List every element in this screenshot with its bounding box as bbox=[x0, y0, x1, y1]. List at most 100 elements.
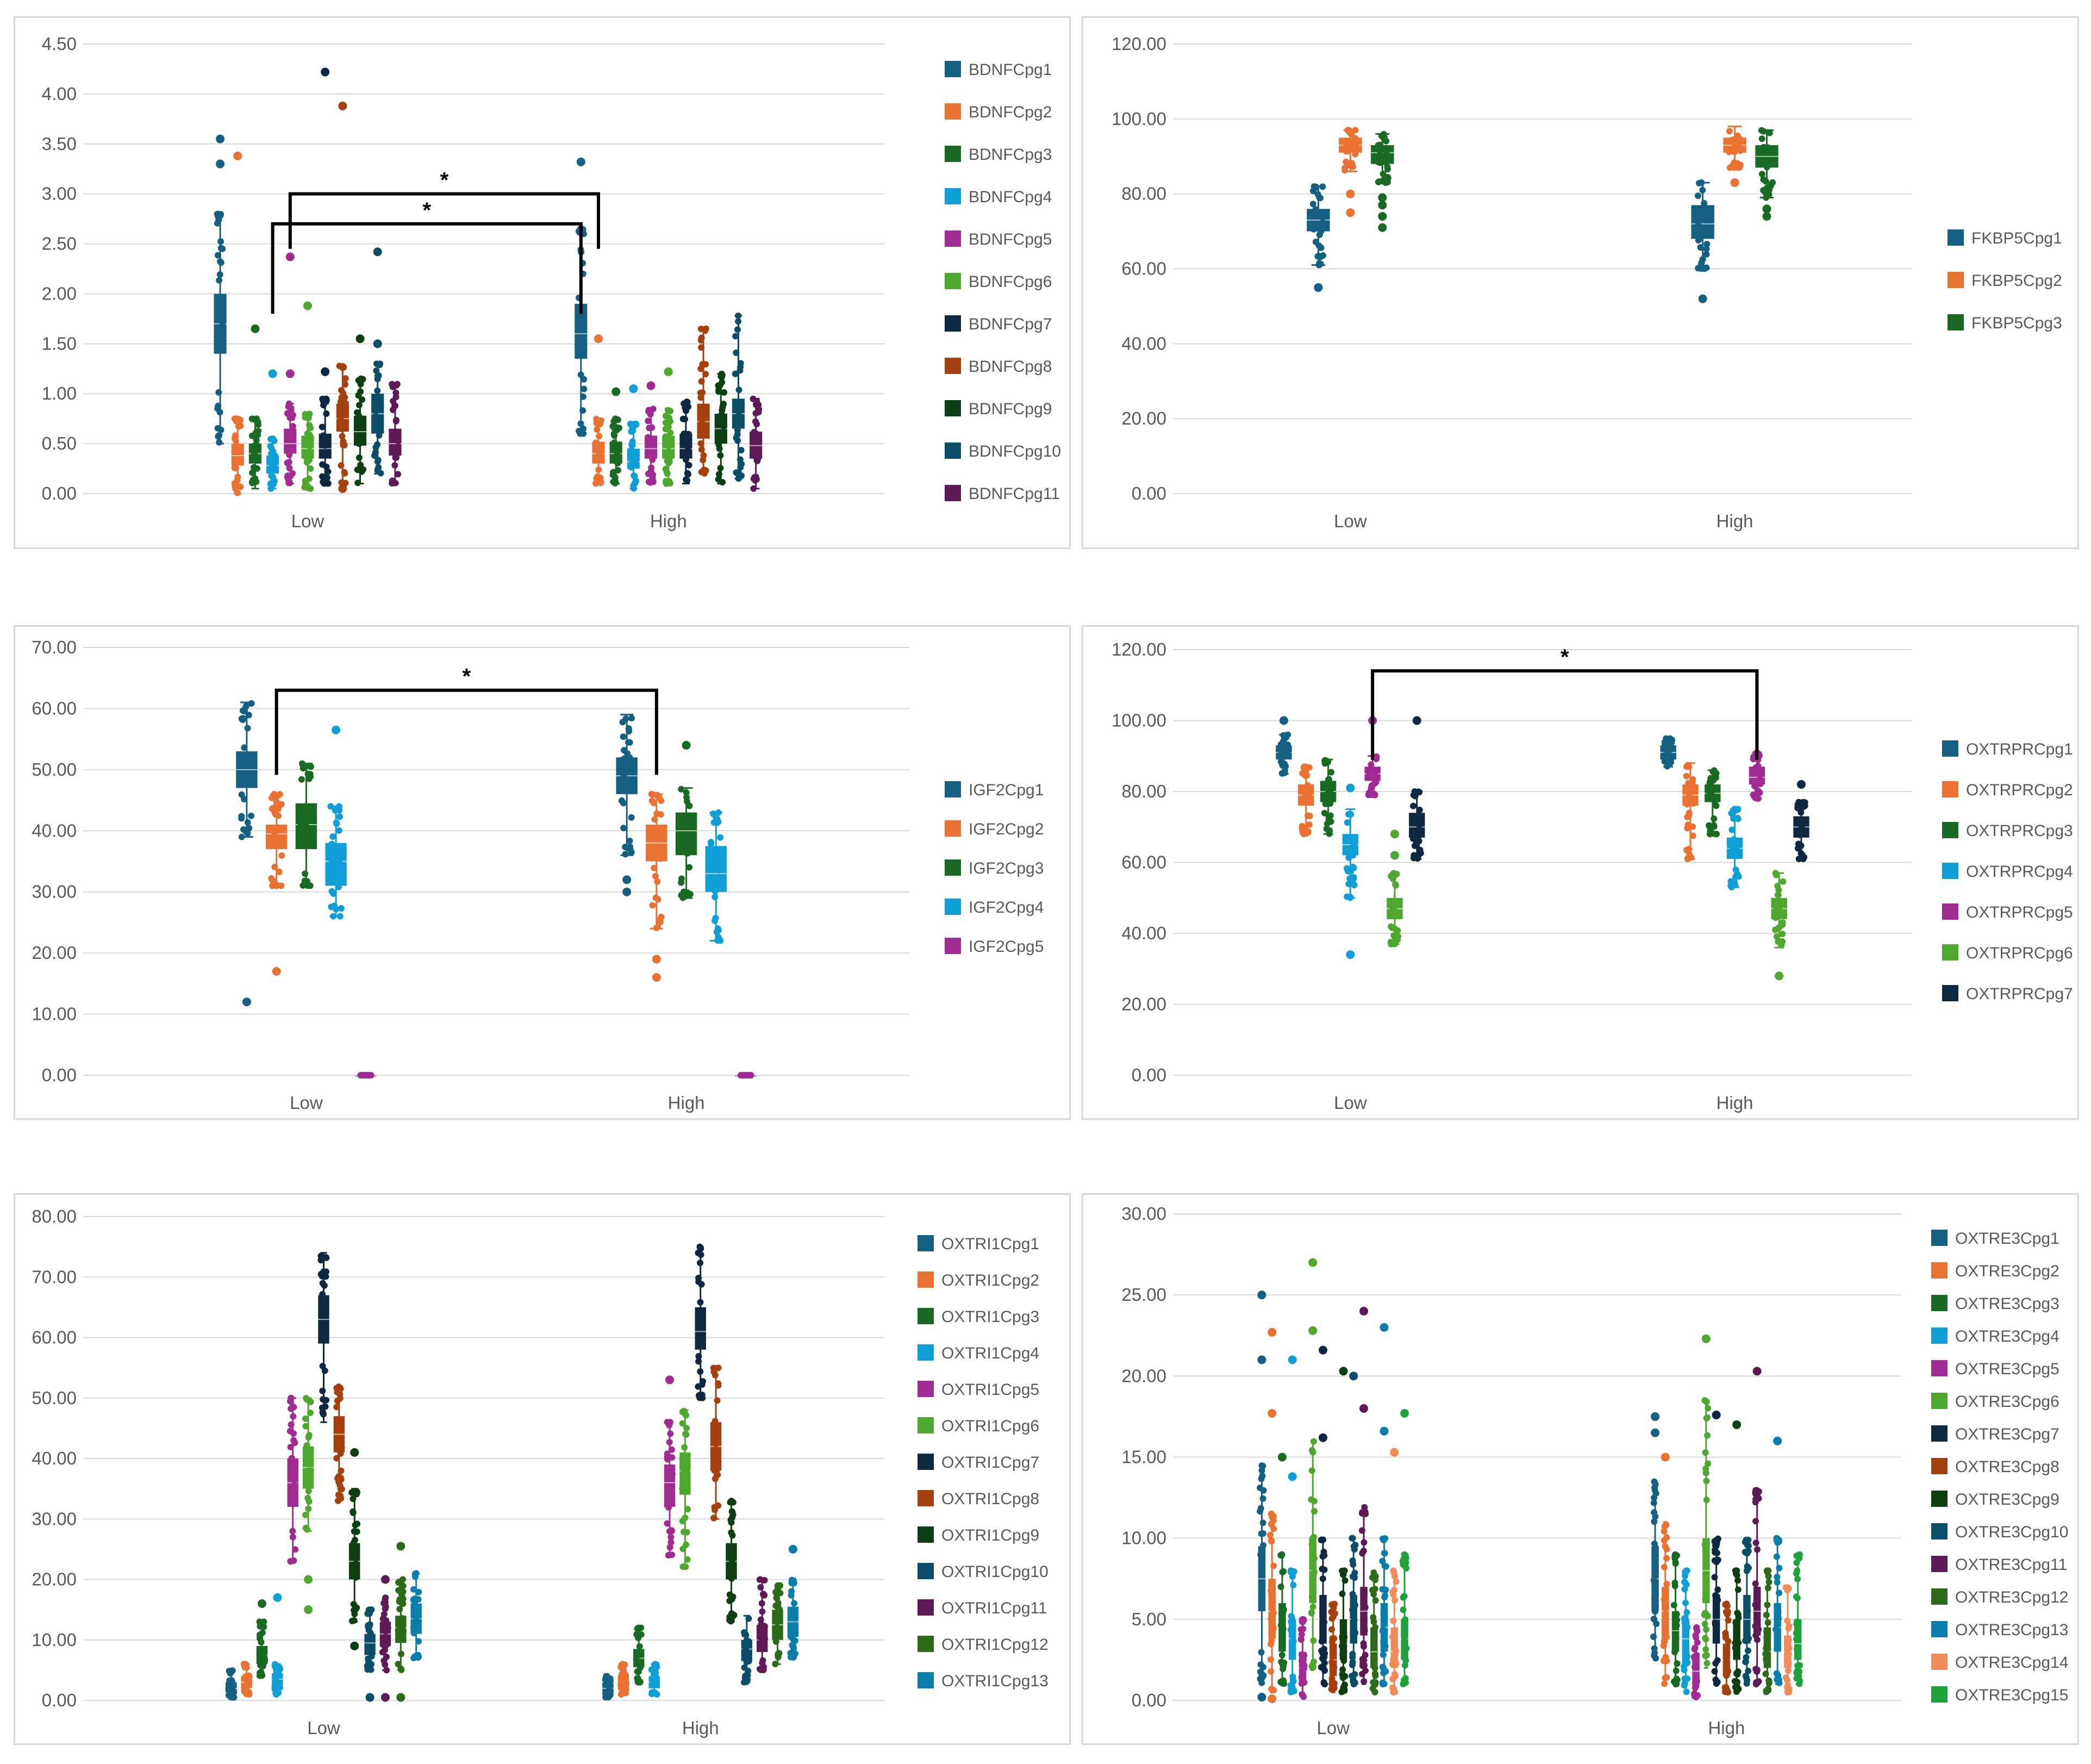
box-OXTRE3Cpg2-High bbox=[1660, 1453, 1670, 1687]
y-tick-label: 2.50 bbox=[42, 234, 77, 254]
box-OXTRPRCpg2-High bbox=[1682, 762, 1699, 862]
significance-star: * bbox=[1561, 645, 1569, 669]
outlier-point bbox=[788, 1544, 797, 1554]
box-OXTRE3Cpg5-High bbox=[1691, 1624, 1701, 1700]
outlier-point bbox=[1308, 1258, 1318, 1267]
significance-bracket: * bbox=[288, 169, 601, 249]
outlier-point bbox=[1390, 830, 1399, 839]
legend-item-BDNFCpg6: BDNFCpg6 bbox=[945, 273, 1052, 291]
legend-item-OXTRI1Cpg9: OXTRI1Cpg9 bbox=[917, 1526, 1039, 1544]
box-OXTRE3Cpg8-High bbox=[1721, 1600, 1732, 1696]
y-tick-label: 70.00 bbox=[32, 1267, 77, 1287]
box-OXTRPRCpg7-Low bbox=[1409, 716, 1425, 862]
significance-bracket: * bbox=[1371, 645, 1759, 760]
legend-swatch bbox=[945, 273, 961, 289]
legend-item-OXTRE3Cpg6: OXTRE3Cpg6 bbox=[1931, 1393, 2059, 1411]
legend-swatch bbox=[945, 899, 961, 915]
legend-item-OXTRE3Cpg3: OXTRE3Cpg3 bbox=[1931, 1295, 2059, 1313]
legend-swatch bbox=[945, 146, 961, 162]
legend-label: OXTRE3Cpg14 bbox=[1955, 1654, 2068, 1672]
outlier-point bbox=[622, 887, 632, 896]
box-OXTRE3Cpg7-Low bbox=[1318, 1345, 1328, 1688]
y-tick-label: 25.00 bbox=[1121, 1285, 1166, 1305]
legend-swatch bbox=[945, 103, 961, 120]
legend-label: OXTRI1Cpg7 bbox=[941, 1454, 1039, 1472]
box-BDNFCpg2-Low bbox=[231, 151, 244, 496]
box-IGF2Cpg4-Low bbox=[325, 725, 347, 920]
legend-label: OXTRPRCpg7 bbox=[1966, 985, 2073, 1003]
chart-panel-bdnf: 0.00 0.50 1.00 1.50 2.00 2.50 3.00 3.50 4.00 4.50… bbox=[14, 16, 1071, 549]
legend-swatch bbox=[945, 358, 961, 374]
legend-label: FKBP5Cpg3 bbox=[1971, 314, 2062, 332]
legend-swatch bbox=[917, 1490, 934, 1506]
legend-label: OXTRE3Cpg2 bbox=[1955, 1262, 2059, 1280]
y-tick-label: 4.00 bbox=[42, 84, 77, 104]
box-OXTRPRCpg6-Low bbox=[1387, 830, 1403, 948]
outlier-point bbox=[285, 252, 295, 261]
box-BDNFCpg9-Low bbox=[353, 334, 367, 487]
significance-bracket: * bbox=[274, 665, 658, 775]
y-tick-label: 40.00 bbox=[32, 1448, 77, 1468]
legend-label: OXTRPRCpg1 bbox=[1966, 740, 2073, 758]
chart-panel-igf2: 0.00 10.00 20.00 30.00 40.00 50.00 60.00 70.00 L… bbox=[14, 625, 1071, 1120]
y-tick-label: 40.00 bbox=[32, 820, 77, 840]
x-category-label: Low bbox=[1334, 1093, 1367, 1113]
legend-label: OXTRE3Cpg13 bbox=[1955, 1621, 2068, 1639]
y-tick-label: 0.00 bbox=[1132, 1065, 1166, 1085]
y-tick-label: 30.00 bbox=[32, 1509, 77, 1529]
outlier-point bbox=[1349, 1372, 1358, 1381]
legend-label: FKBP5Cpg2 bbox=[1971, 272, 2062, 290]
significance-star: * bbox=[440, 169, 449, 192]
y-tick-label: 100.00 bbox=[1112, 109, 1166, 129]
legend-label: BDNFCpg3 bbox=[969, 146, 1052, 164]
legend-item-OXTRPRCpg7: OXTRPRCpg7 bbox=[1942, 985, 2073, 1003]
legend-item-FKBP5Cpg1: FKBP5Cpg1 bbox=[1948, 229, 2062, 247]
legend-item-OXTRPRCpg1: OXTRPRCpg1 bbox=[1942, 740, 2073, 758]
outlier-point bbox=[1378, 193, 1387, 202]
box-IGF2Cpg5-High bbox=[735, 1072, 757, 1079]
box-OXTRE3Cpg6-Low bbox=[1308, 1258, 1318, 1672]
significance-star: * bbox=[462, 665, 471, 689]
legend-item-OXTRE3Cpg12: OXTRE3Cpg12 bbox=[1931, 1588, 2068, 1606]
legend-item-IGF2Cpg2: IGF2Cpg2 bbox=[945, 820, 1044, 838]
box-BDNFCpg1-Low bbox=[214, 134, 227, 446]
outlier-point bbox=[365, 1693, 374, 1702]
box-BDNFCpg5-Low bbox=[284, 252, 297, 487]
legend-item-OXTRE3Cpg1: OXTRE3Cpg1 bbox=[1931, 1230, 2059, 1248]
box-IGF2Cpg1-Low bbox=[236, 700, 258, 1007]
chart-svg-igf2: 0.00 10.00 20.00 30.00 40.00 50.00 60.00 70.00 L… bbox=[32, 637, 1044, 1113]
legend-swatch bbox=[1931, 1327, 1948, 1344]
legend-swatch bbox=[945, 859, 961, 876]
box-OXTRI1Cpg6-High bbox=[679, 1407, 691, 1570]
outlier-point bbox=[1257, 1693, 1266, 1702]
outlier-point bbox=[1730, 178, 1739, 187]
legend-item-IGF2Cpg1: IGF2Cpg1 bbox=[945, 781, 1044, 799]
outlier-point bbox=[1268, 1694, 1277, 1704]
significance-bracket: * bbox=[271, 198, 583, 314]
legend-label: OXTRPRCpg4 bbox=[1966, 863, 2073, 881]
legend-label: BDNFCpg9 bbox=[969, 400, 1052, 418]
y-tick-label: 20.00 bbox=[32, 943, 77, 963]
significance-star: * bbox=[422, 198, 431, 222]
box-OXTRI1Cpg13-High bbox=[787, 1544, 799, 1661]
box-OXTRI1Cpg3-Low bbox=[256, 1599, 269, 1679]
legend-label: OXTRE3Cpg3 bbox=[1955, 1295, 2059, 1313]
legend-swatch bbox=[917, 1381, 934, 1397]
outlier-point bbox=[1314, 283, 1323, 292]
chart-panel-oxtri1: 0.00 10.00 20.00 30.00 40.00 50.00 60.00 70.00 8… bbox=[14, 1193, 1071, 1745]
legend-swatch bbox=[1931, 1686, 1948, 1703]
box-IGF2Cpg3-Low bbox=[295, 760, 317, 889]
legend-item-IGF2Cpg5: IGF2Cpg5 bbox=[945, 938, 1044, 956]
legend-item-BDNFCpg7: BDNFCpg7 bbox=[945, 315, 1052, 333]
legend-label: IGF2Cpg1 bbox=[969, 781, 1044, 799]
legend-label: IGF2Cpg3 bbox=[969, 859, 1044, 877]
legend-label: OXTRI1Cpg2 bbox=[941, 1271, 1039, 1289]
legend-label: OXTRE3Cpg7 bbox=[1955, 1425, 2059, 1443]
legend-swatch bbox=[1931, 1621, 1948, 1637]
y-tick-label: 0.00 bbox=[1132, 483, 1166, 503]
y-tick-label: 1.00 bbox=[42, 383, 77, 403]
legend-swatch bbox=[917, 1672, 934, 1688]
legend-item-OXTRI1Cpg6: OXTRI1Cpg6 bbox=[917, 1417, 1039, 1435]
outlier-point bbox=[1762, 204, 1771, 214]
legend-item-OXTRI1Cpg5: OXTRI1Cpg5 bbox=[917, 1381, 1039, 1399]
